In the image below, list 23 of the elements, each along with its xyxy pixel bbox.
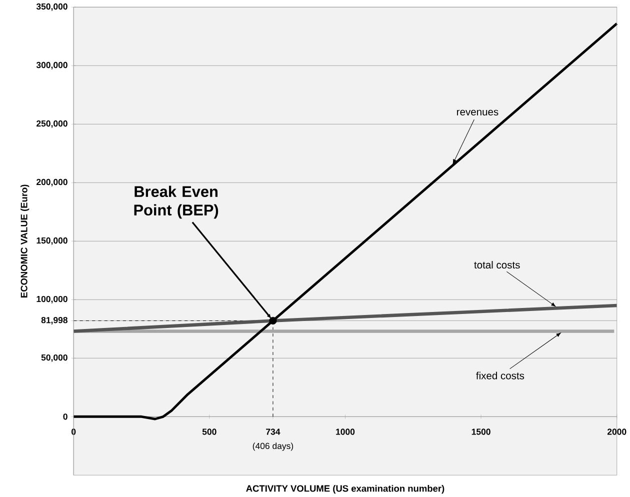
annotation: revenues — [457, 110, 498, 116]
y-tick-label: 350,000 — [36, 3, 68, 11]
y-tick-label: 250,000 — [36, 120, 68, 128]
y-tick-label: 100,000 — [36, 296, 68, 304]
x-axis-title: ACTIVITY VOLUME (US examination number) — [246, 484, 444, 494]
y-axis-title: ECONOMIC VALUE (Euro) — [20, 184, 30, 298]
annotation: total costs — [474, 261, 520, 269]
y-tick-label: 0 — [63, 414, 68, 420]
x-tick-label: 1000 — [336, 428, 355, 435]
y-tick-label: 200,000 — [36, 178, 68, 186]
x-tick-label: 2000 — [607, 428, 626, 435]
line-series — [72, 22, 618, 420]
annotation: Break Even Point (BEP) — [134, 186, 218, 219]
y-tick-label: 81,998 — [41, 317, 68, 324]
y-tick-label: 150,000 — [36, 237, 68, 245]
y-tick-label: 50,000 — [41, 354, 68, 362]
y-tick-label: 300,000 — [36, 62, 68, 70]
x-tick-label: 500 — [202, 428, 216, 435]
x-tick-label: 734 — [266, 428, 280, 435]
annotation: (406 days) — [252, 442, 294, 451]
x-tick-label: 0 — [72, 428, 76, 435]
annotation: fixed costs — [476, 372, 524, 380]
x-tick-label: 1500 — [472, 428, 490, 435]
